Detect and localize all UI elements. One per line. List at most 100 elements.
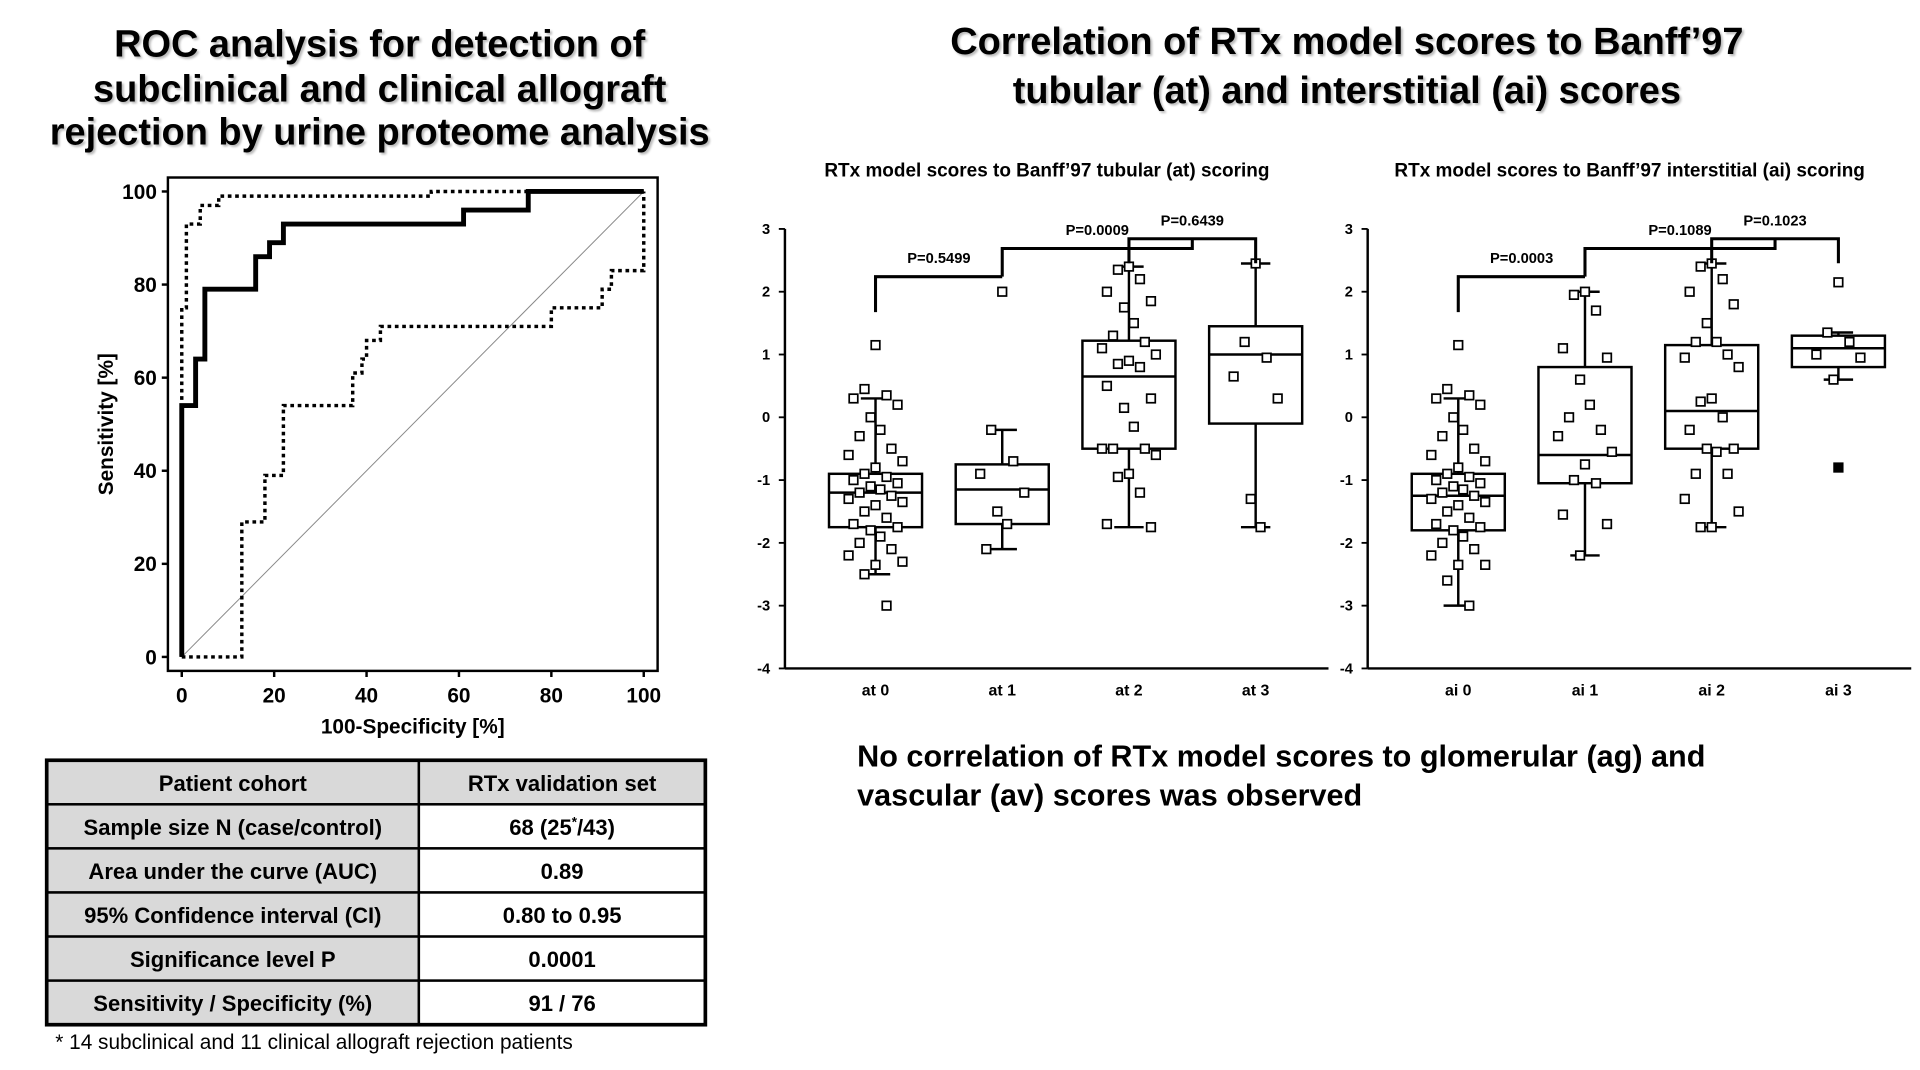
data-point bbox=[1128, 317, 1139, 329]
p-value: P=0.5499 bbox=[907, 251, 970, 267]
data-point bbox=[1458, 424, 1469, 435]
data-point bbox=[1464, 390, 1475, 401]
box bbox=[1537, 365, 1633, 485]
data-point bbox=[892, 478, 903, 489]
data-point bbox=[1574, 550, 1586, 561]
data-point bbox=[1480, 496, 1491, 508]
data-point bbox=[1134, 487, 1146, 498]
data-point bbox=[1733, 506, 1744, 517]
data-point bbox=[1822, 327, 1833, 338]
data-point bbox=[897, 496, 908, 508]
data-point bbox=[859, 569, 870, 580]
data-point bbox=[1112, 471, 1124, 483]
data-point bbox=[997, 286, 1008, 297]
data-point bbox=[1595, 424, 1607, 435]
data-point bbox=[875, 424, 886, 435]
data-point bbox=[1717, 412, 1728, 423]
data-point bbox=[1426, 550, 1437, 561]
table-header: RTx validation set bbox=[468, 771, 657, 796]
data-point bbox=[859, 383, 870, 395]
x-tick-label: ai 2 bbox=[1698, 682, 1725, 699]
plot-frame bbox=[166, 176, 659, 673]
table-cell bbox=[417, 847, 707, 894]
x-tick-label: 20 bbox=[263, 685, 286, 708]
x-tick-label: at 3 bbox=[1242, 682, 1270, 699]
data-point bbox=[1464, 600, 1475, 611]
data-point bbox=[1448, 481, 1459, 492]
data-point bbox=[1145, 295, 1157, 307]
data-point bbox=[859, 468, 870, 479]
data-point bbox=[1711, 336, 1722, 348]
data-point bbox=[1574, 374, 1586, 385]
data-point bbox=[870, 339, 881, 351]
x-tick-label: 60 bbox=[447, 685, 470, 708]
data-point bbox=[1722, 468, 1733, 479]
data-point bbox=[1096, 343, 1108, 354]
table-cell-text: Significance level P bbox=[130, 947, 336, 972]
p-value: P=0.1089 bbox=[1648, 223, 1711, 239]
y-tick-label: 1 bbox=[1345, 347, 1353, 363]
data-point bbox=[1458, 484, 1469, 495]
data-point bbox=[1695, 522, 1706, 533]
bracket bbox=[1583, 238, 1777, 277]
data-point bbox=[1426, 449, 1437, 461]
data-point bbox=[1112, 264, 1124, 275]
y-tick-label: -2 bbox=[1340, 536, 1353, 552]
data-point bbox=[1123, 355, 1135, 366]
y-tick-label: 3 bbox=[762, 222, 770, 238]
data-point bbox=[1128, 421, 1139, 432]
data-point bbox=[986, 424, 997, 435]
data-point bbox=[1828, 374, 1839, 385]
data-point bbox=[1679, 493, 1690, 505]
data-point bbox=[1431, 474, 1442, 486]
data-point bbox=[875, 531, 886, 542]
data-point-filled bbox=[1833, 462, 1844, 473]
roc-line bbox=[179, 189, 644, 657]
data-point bbox=[1261, 352, 1272, 363]
data-point bbox=[892, 399, 903, 410]
data-point bbox=[1690, 468, 1701, 479]
table-cell-text: 0.89 bbox=[541, 859, 584, 884]
data-point bbox=[1855, 352, 1866, 363]
table-cell-text: 68 (25*/43) bbox=[509, 814, 615, 840]
data-point bbox=[870, 559, 881, 570]
data-point bbox=[1590, 305, 1602, 316]
data-point bbox=[848, 474, 859, 486]
table-cell bbox=[417, 935, 707, 982]
bracket bbox=[873, 275, 1003, 313]
data-point bbox=[1717, 274, 1728, 285]
data-point bbox=[1431, 393, 1442, 404]
table-cell-text: 0.0001 bbox=[528, 947, 595, 972]
x-tick-label: ai 1 bbox=[1572, 682, 1599, 699]
data-point bbox=[1469, 490, 1480, 501]
y-tick-label: 3 bbox=[1345, 222, 1353, 238]
data-point bbox=[1606, 446, 1618, 457]
table-cell-text: Sample size N (case/control) bbox=[84, 815, 383, 840]
data-point bbox=[1811, 349, 1822, 360]
data-point bbox=[843, 550, 854, 561]
data-point bbox=[1701, 317, 1712, 329]
table-cell-text: 95% Confidence interval (CI) bbox=[84, 903, 381, 928]
data-point bbox=[1563, 412, 1575, 423]
y-tick-label: -1 bbox=[1340, 473, 1353, 489]
data-point bbox=[1453, 559, 1464, 570]
y-tick-label: -4 bbox=[1340, 661, 1354, 677]
y-tick-label: 2 bbox=[762, 285, 770, 301]
p-value: P=0.1023 bbox=[1743, 213, 1806, 229]
y-tick-label: -3 bbox=[1340, 599, 1353, 615]
data-point bbox=[1442, 575, 1453, 586]
x-tick-label: at 0 bbox=[862, 682, 890, 699]
data-point bbox=[886, 544, 897, 555]
data-point bbox=[1272, 393, 1283, 404]
left-title: rejection by urine proteome analysis bbox=[50, 111, 710, 153]
data-point bbox=[1096, 443, 1108, 454]
data-point bbox=[1150, 349, 1162, 360]
data-point bbox=[1453, 500, 1464, 511]
y-tick-label: 2 bbox=[1345, 285, 1353, 301]
data-point bbox=[881, 600, 892, 611]
data-point bbox=[1437, 430, 1448, 442]
data-point bbox=[1123, 261, 1135, 272]
y-tick-label: -1 bbox=[757, 473, 770, 489]
y-tick-label: 20 bbox=[134, 553, 157, 576]
data-point bbox=[1123, 468, 1135, 479]
